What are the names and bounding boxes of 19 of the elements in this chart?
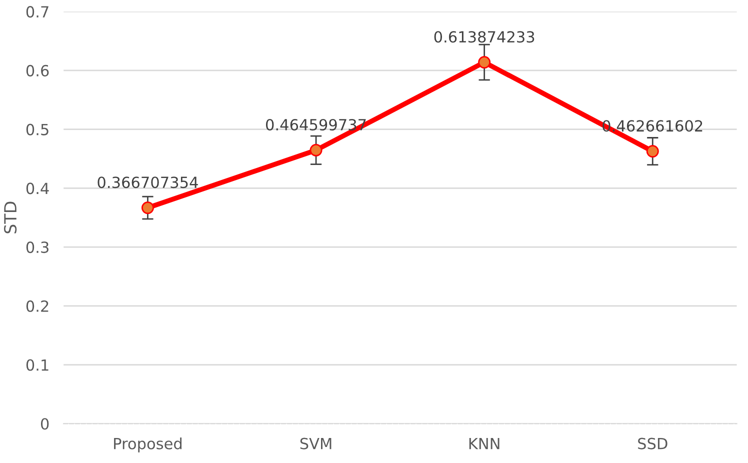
y-tick-label: 0.7 [26,6,48,18]
y-tick-label: 0.3 [26,242,48,254]
x-tick-label: Proposed [114,438,182,452]
y-tick-label: 0.4 [26,182,49,194]
data-label: 0.366707354 [98,176,198,188]
point [310,144,322,156]
x-tick-label: SVM [300,438,332,450]
point [478,56,491,69]
y-tick-label: 0.6 [26,64,49,76]
x-tick-label: SSD [638,438,668,450]
y-axis-title: STD [4,202,17,234]
y-tick-label: 0.2 [26,300,48,312]
point [646,145,659,158]
point [141,202,154,214]
y-tick-label: 0 [40,418,49,430]
data-label: 0.613874233 [434,31,534,43]
x-tick-label: KNN [469,438,500,450]
y-tick-label: 0.5 [26,124,48,136]
y-tick-label: 0.1 [26,359,48,371]
